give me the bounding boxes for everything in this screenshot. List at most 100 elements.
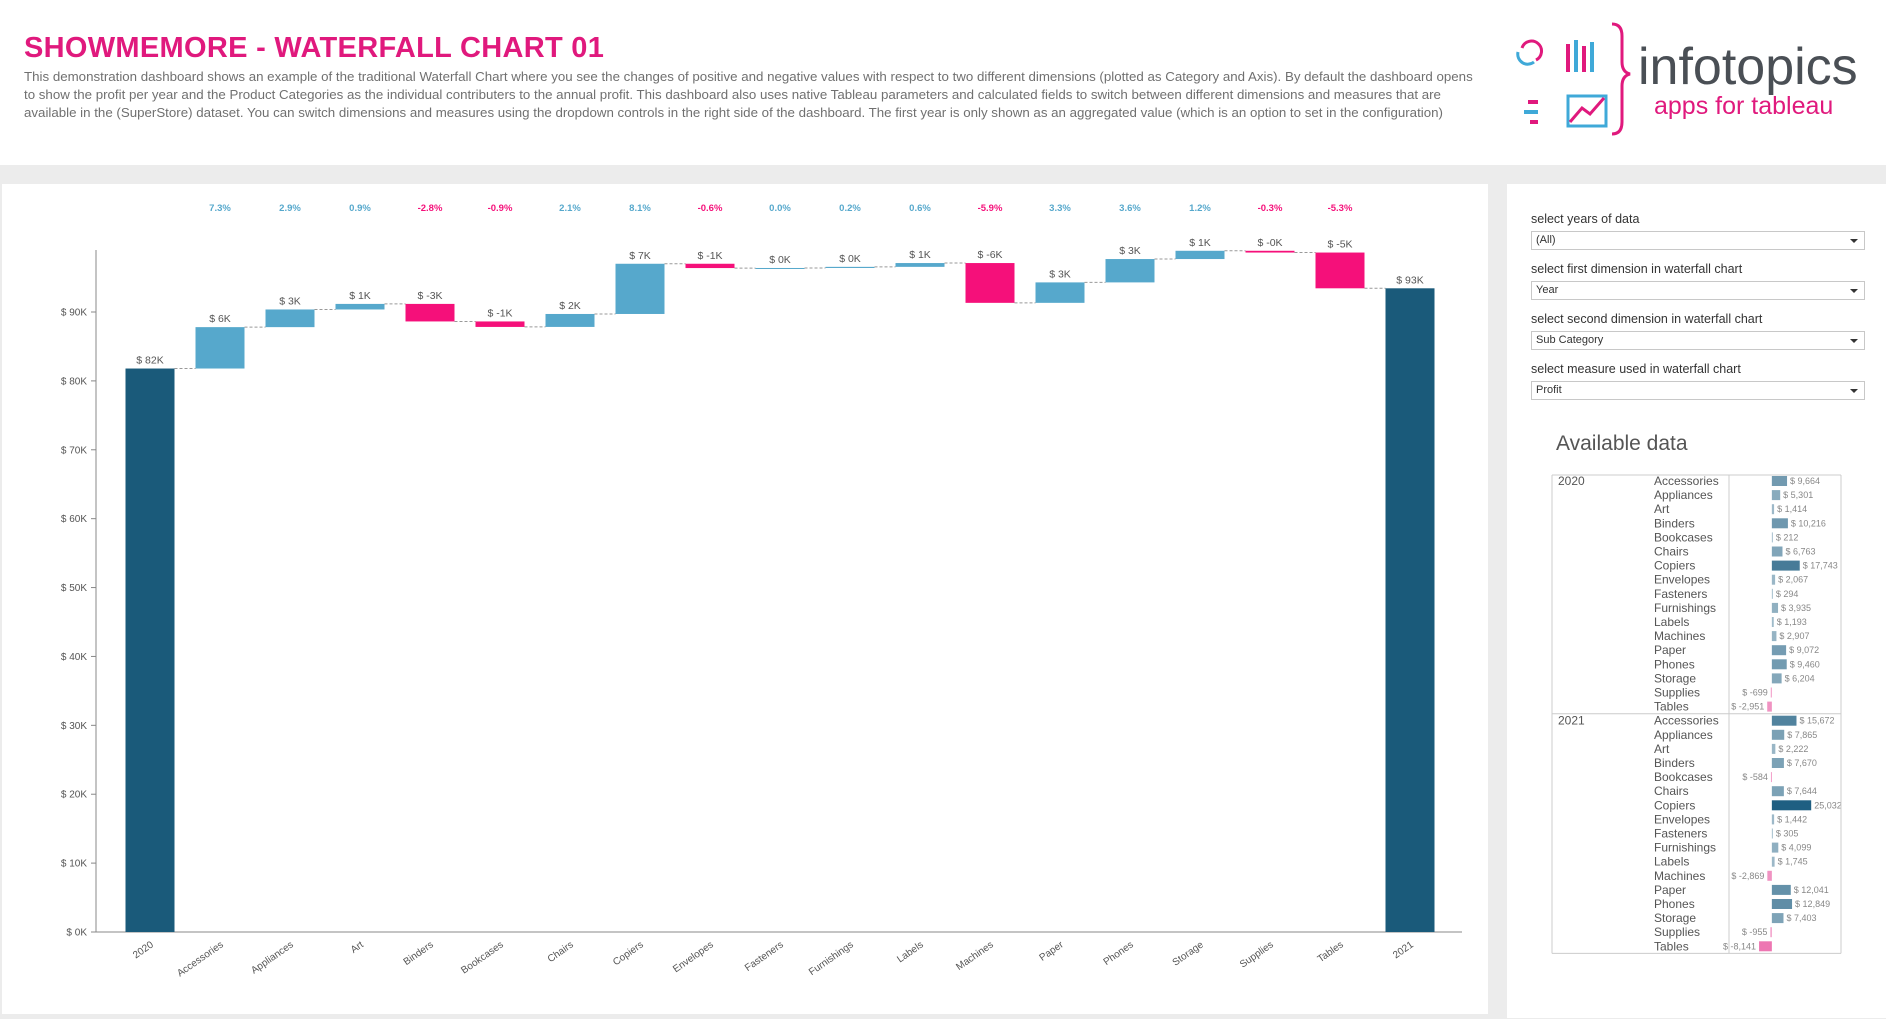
bar — [685, 263, 735, 269]
percent-label: 2.9% — [279, 203, 301, 214]
table-title: Available data — [1556, 432, 1688, 455]
bar — [1385, 288, 1435, 932]
x-tick-label: Storage — [1171, 939, 1206, 968]
dropdown[interactable]: Sub Category — [1531, 331, 1865, 350]
row-value: $ 1,745 — [1778, 857, 1808, 867]
row-name: Envelopes — [1654, 812, 1710, 826]
bar — [615, 263, 665, 314]
logo-tagline: apps for tableau — [1654, 92, 1833, 120]
bar — [825, 266, 875, 268]
bar — [545, 313, 595, 327]
bar — [475, 321, 525, 327]
row-name: Tables — [1654, 939, 1689, 953]
row-name: Bookcases — [1654, 770, 1713, 784]
y-tick-label: $ 30K — [61, 721, 87, 732]
row-value: $ 212 — [1776, 532, 1799, 542]
mini-bar — [1771, 856, 1775, 867]
row-value: $ 6,204 — [1785, 673, 1815, 683]
percent-label: 0.6% — [909, 203, 931, 214]
row-name: Art — [1654, 742, 1670, 756]
value-label: $ 3K — [1119, 245, 1141, 257]
y-tick-label: $ 20K — [61, 790, 87, 801]
percent-label: -0.6% — [698, 203, 723, 214]
mini-bar — [1767, 870, 1772, 881]
row-name: Phones — [1654, 897, 1695, 911]
row-value: $ 2,222 — [1778, 744, 1808, 754]
bar — [895, 263, 945, 267]
value-label: $ 1K — [349, 290, 371, 302]
mini-bar — [1771, 546, 1783, 557]
row-value: $ 1,442 — [1777, 814, 1807, 824]
row-name: Labels — [1654, 615, 1689, 629]
x-tick-label: Binders — [402, 939, 436, 967]
percent-label: -5.3% — [1328, 203, 1353, 214]
x-tick-label: Furnishings — [807, 939, 856, 978]
value-label: $ 1K — [1189, 237, 1211, 249]
bar — [755, 267, 805, 269]
chart-panel: $ 0K $ 10K $ 20K $ 30K $ 40K $ 50K $ 60K $ 70K $… — [2, 184, 1488, 1014]
value-label: $ 7K — [629, 250, 651, 262]
available-data: Available data 2020 Accessories $ 9,664 App… — [1551, 432, 1842, 954]
row-value: $ 7,403 — [1786, 913, 1816, 923]
percent-label: 3.3% — [1049, 203, 1071, 214]
row-value: $ 7,865 — [1787, 730, 1817, 740]
percent-label: 0.0% — [769, 203, 791, 214]
bar — [1245, 250, 1295, 253]
value-label: $ 82K — [136, 355, 163, 367]
row-value: $ 10,216 — [1791, 518, 1826, 528]
row-name: Copiers — [1654, 559, 1695, 573]
percent-label: 1.2% — [1189, 203, 1211, 214]
logo-name: infotopics — [1638, 38, 1858, 96]
y-tick-label: $ 90K — [61, 308, 87, 319]
row-value: $ 3,935 — [1781, 603, 1811, 613]
x-tick-label: Fasteners — [743, 939, 786, 974]
dropdown[interactable]: Year — [1531, 281, 1865, 300]
bar — [1035, 282, 1085, 303]
row-value: $ 2,067 — [1778, 575, 1808, 585]
x-tick-label: Copiers — [611, 939, 646, 968]
row-name: Machines — [1654, 629, 1705, 643]
row-value: $ 7,670 — [1787, 758, 1817, 768]
value-label: $ 2K — [559, 300, 581, 312]
mini-bar — [1771, 673, 1782, 684]
value-label: $ 0K — [839, 253, 861, 265]
mini-bar — [1771, 800, 1812, 811]
mini-bar — [1759, 941, 1772, 952]
row-name: Bookcases — [1654, 530, 1713, 544]
mini-bar — [1771, 518, 1788, 529]
mini-bar — [1771, 743, 1776, 754]
x-tick-label: Machines — [954, 939, 995, 973]
bar — [125, 368, 175, 932]
row-value: $ 5,301 — [1783, 490, 1813, 500]
row-value: $ -699 — [1742, 688, 1768, 698]
row-value: $ 1,193 — [1777, 617, 1807, 627]
y-tick-label: $ 80K — [61, 376, 87, 387]
row-name: Binders — [1654, 516, 1695, 530]
row-name: Accessories — [1654, 474, 1719, 488]
row-name: Appliances — [1654, 488, 1713, 502]
row-name: Supplies — [1654, 686, 1700, 700]
row-name: Furnishings — [1654, 601, 1716, 615]
row-value: $ -584 — [1742, 772, 1768, 782]
value-label: $ 3K — [279, 295, 301, 307]
control: select first dimension in waterfall char… — [1531, 262, 1865, 300]
x-tick-label: Accessories — [175, 939, 225, 979]
x-tick-label: Bookcases — [459, 939, 505, 976]
mini-bar — [1771, 574, 1776, 585]
bar — [405, 303, 455, 322]
mini-bar — [1771, 729, 1785, 740]
bar — [1315, 252, 1365, 289]
row-name: Tables — [1654, 700, 1689, 714]
logo: infotopics apps for tableau — [1516, 22, 1858, 136]
mini-bar — [1771, 758, 1784, 768]
row-value: $ -955 — [1742, 927, 1768, 937]
percent-label: 8.1% — [629, 203, 651, 214]
row-value: $ 305 — [1776, 829, 1799, 839]
row-value: $ 15,672 — [1799, 716, 1834, 726]
row-name: Chairs — [1654, 545, 1689, 559]
dropdown[interactable]: Profit — [1531, 381, 1865, 400]
dropdown[interactable]: (All) — [1531, 231, 1865, 250]
y-tick-label: $ 50K — [61, 583, 87, 594]
row-name: Appliances — [1654, 728, 1713, 742]
